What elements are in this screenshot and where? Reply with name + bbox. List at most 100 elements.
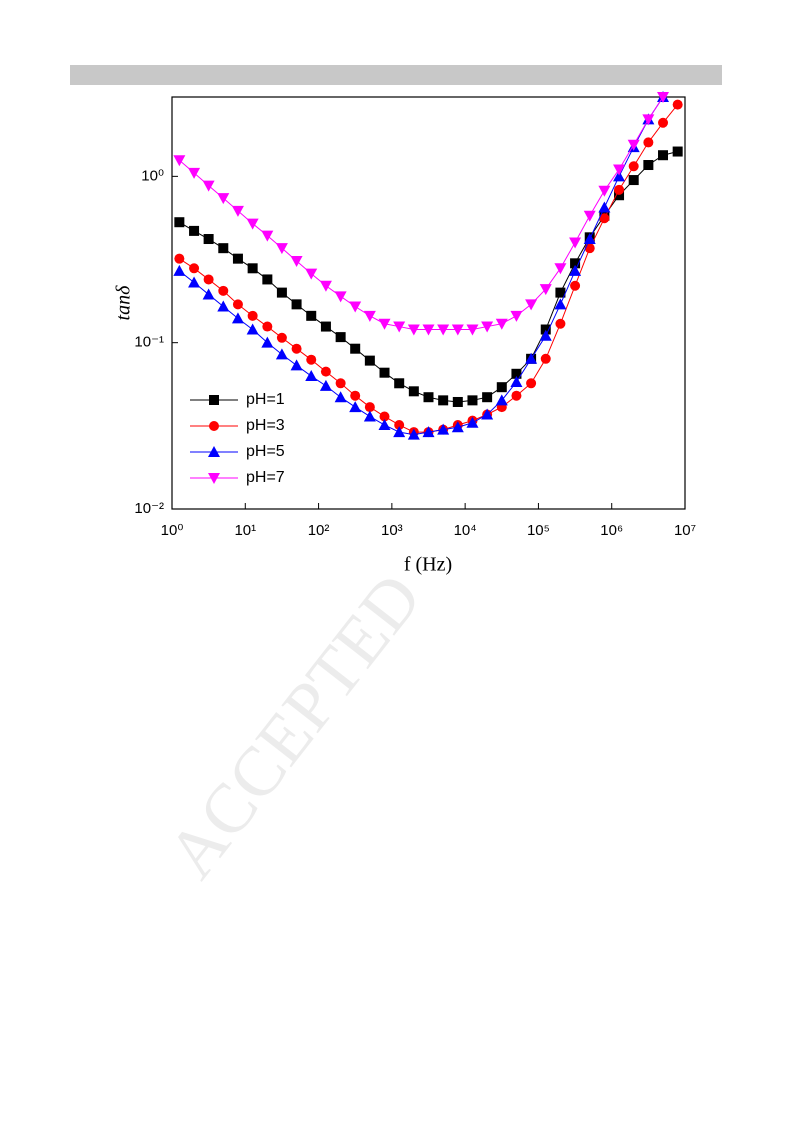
- marker: [614, 190, 625, 201]
- x-tick-label: 10⁶: [600, 522, 623, 539]
- marker: [599, 213, 610, 224]
- marker: [394, 419, 405, 430]
- marker: [232, 253, 243, 264]
- marker: [364, 355, 375, 366]
- marker: [526, 378, 537, 389]
- marker: [658, 150, 669, 161]
- marker: [466, 324, 479, 336]
- marker: [539, 329, 552, 341]
- marker: [173, 155, 186, 167]
- marker: [643, 137, 654, 148]
- marker: [657, 92, 670, 103]
- header-bar: [70, 65, 722, 85]
- marker: [525, 299, 538, 311]
- marker: [511, 368, 522, 379]
- marker: [481, 321, 494, 333]
- marker: [510, 310, 523, 322]
- legend-label: pH=5: [246, 443, 285, 460]
- marker: [217, 300, 230, 312]
- marker: [306, 310, 317, 321]
- marker: [598, 201, 611, 213]
- marker: [306, 354, 317, 365]
- marker: [350, 343, 361, 354]
- marker: [394, 378, 405, 389]
- marker: [275, 243, 288, 255]
- marker: [437, 423, 450, 435]
- marker: [305, 370, 318, 382]
- marker: [452, 396, 463, 407]
- marker: [422, 324, 435, 336]
- marker: [467, 395, 478, 406]
- x-tick-label: 10⁵: [527, 522, 550, 539]
- marker: [364, 402, 375, 413]
- marker: [643, 160, 654, 171]
- marker: [231, 205, 244, 217]
- marker: [570, 280, 581, 291]
- marker: [203, 274, 214, 285]
- marker: [540, 324, 551, 335]
- marker: [290, 255, 303, 267]
- x-tick-label: 10⁰: [161, 522, 184, 539]
- marker: [510, 376, 523, 388]
- y-axis-label: tanδ: [113, 285, 135, 321]
- marker: [466, 416, 479, 428]
- marker: [363, 410, 376, 422]
- marker: [511, 390, 522, 401]
- marker: [335, 332, 346, 343]
- marker: [231, 312, 244, 324]
- x-tick-label: 10³: [381, 522, 403, 539]
- marker: [247, 310, 258, 321]
- marker: [349, 401, 362, 413]
- marker: [569, 264, 582, 276]
- marker: [584, 243, 595, 254]
- marker: [202, 288, 215, 300]
- marker: [569, 237, 582, 249]
- x-tick-label: 10⁷: [674, 522, 696, 539]
- marker: [555, 318, 566, 329]
- marker: [437, 324, 450, 336]
- marker: [319, 379, 332, 391]
- legend-label: pH=7: [246, 469, 285, 486]
- watermark: ACCEPTED: [153, 560, 436, 892]
- marker: [613, 164, 626, 176]
- marker: [232, 299, 243, 310]
- marker: [481, 408, 494, 420]
- marker: [627, 139, 640, 151]
- marker: [642, 114, 655, 126]
- marker: [408, 386, 419, 397]
- marker: [208, 446, 220, 457]
- marker: [291, 343, 302, 354]
- marker: [202, 180, 215, 192]
- marker: [554, 263, 567, 275]
- marker: [349, 301, 362, 313]
- series-line: [179, 96, 664, 436]
- marker: [583, 210, 596, 222]
- y-tick-label: 10⁻²: [134, 500, 164, 517]
- marker: [598, 185, 611, 197]
- marker: [451, 421, 464, 433]
- marker: [407, 428, 420, 440]
- series-line: [179, 96, 664, 331]
- marker: [203, 234, 214, 245]
- marker: [495, 394, 508, 406]
- marker: [261, 230, 274, 242]
- marker: [276, 287, 287, 298]
- marker: [379, 367, 390, 378]
- marker: [276, 332, 287, 343]
- x-axis-label: f (Hz): [404, 554, 452, 576]
- marker: [628, 175, 639, 186]
- marker: [217, 193, 230, 205]
- marker: [188, 167, 201, 179]
- marker: [247, 263, 258, 274]
- marker: [209, 421, 219, 431]
- marker: [422, 426, 435, 438]
- marker: [393, 426, 406, 438]
- marker: [275, 348, 288, 360]
- marker: [378, 418, 391, 430]
- marker: [407, 324, 420, 336]
- marker: [218, 285, 229, 296]
- marker: [451, 324, 464, 336]
- marker: [570, 258, 581, 269]
- marker: [319, 280, 332, 292]
